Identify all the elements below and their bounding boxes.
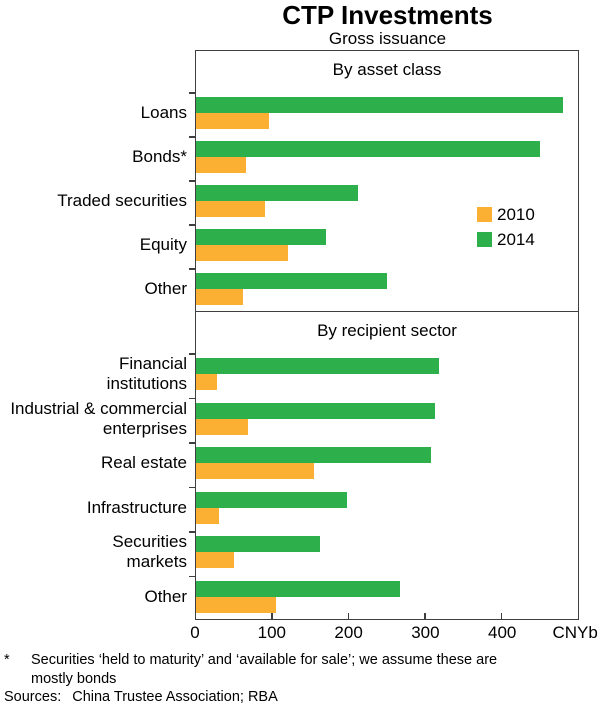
bar-2010 [196, 374, 218, 391]
bar-2014 [196, 229, 326, 245]
legend-swatch-2014 [477, 232, 492, 247]
category-tick [188, 268, 195, 270]
bar-2014 [196, 141, 540, 157]
bar-2010 [196, 245, 288, 261]
sources-line: Sources: China Trustee Association; RBA [4, 689, 278, 705]
bar-group: Financial institutions [107, 353, 578, 393]
x-axis-labels: 0 100 200 300 400 CNYb [190, 623, 598, 645]
sources-text: China Trustee Association; RBA [72, 689, 278, 705]
bar-group: Loans [141, 92, 578, 129]
x-axis-tick-label: 200 [334, 623, 363, 642]
chart-title: CTP Investments [282, 0, 493, 30]
category-label: Securities markets [112, 532, 187, 572]
bar-group: Infrastructure [87, 486, 578, 524]
category-tick [188, 224, 195, 226]
x-axis-tick-mark [500, 613, 503, 619]
bar-group: Traded securities [57, 180, 578, 217]
panel-title: By asset class [332, 60, 442, 79]
plot-area: By asset class Loans Bonds* Traded securiti… [10, 50, 579, 620]
category-tick [188, 92, 195, 94]
footnote: * Securities ‘held to maturity’ and ‘ava… [4, 651, 528, 688]
bar-2010 [196, 418, 248, 435]
category-label: Bonds* [132, 147, 187, 166]
legend-item-2014: 2014 [477, 227, 535, 252]
legend-label-2010: 2010 [497, 204, 535, 224]
category-tick [188, 353, 195, 355]
bar-2014 [196, 491, 348, 508]
bar-group: Other [144, 268, 578, 305]
bar-2010 [196, 201, 265, 217]
sources-label: Sources: [4, 689, 62, 705]
bar-2010 [196, 507, 219, 524]
category-label: Real estate [101, 453, 187, 473]
panel-asset-class: By asset class Loans Bonds* Traded securiti… [57, 51, 578, 312]
category-label: Other [144, 586, 187, 606]
bar-2014 [196, 97, 563, 113]
category-label: Traded securities [57, 191, 187, 210]
category-tick [188, 531, 195, 533]
legend-item-2010: 2010 [477, 202, 535, 227]
x-axis-tick-label: 400 [488, 623, 517, 642]
x-axis-tick-label: 0 [190, 623, 200, 642]
x-axis-tick-mark [271, 613, 273, 619]
panel-recipient-sector: By recipient sector Financial institutions… [10, 312, 578, 619]
footnote-marker: * [4, 652, 10, 668]
category-tick [188, 180, 195, 182]
category-label: Financial institutions [106, 354, 187, 394]
category-label: Equity [139, 235, 187, 254]
bar-2014 [196, 447, 431, 464]
legend: 2010 2014 [477, 202, 535, 252]
bar-groups: Loans Bonds* Traded securities Equity Other [57, 91, 578, 311]
x-axis-tick-label: 300 [411, 623, 440, 642]
legend-swatch-2010 [477, 207, 492, 222]
category-label: Infrastructure [86, 497, 187, 517]
x-axis-tick-mark [424, 613, 426, 619]
bar-2014 [196, 536, 320, 553]
bar-2014 [196, 402, 436, 419]
category-label: Other [144, 279, 187, 298]
x-axis-tick-mark [347, 613, 350, 619]
bar-2010 [196, 289, 244, 305]
bar-2010 [196, 596, 277, 613]
bar-group: Securities markets [112, 531, 578, 571]
bar-2014 [196, 273, 387, 289]
bar-2014 [196, 358, 439, 375]
bar-groups: Financial institutions Industrial & commer… [10, 352, 578, 619]
category-tick [188, 397, 195, 400]
legend-label-2014: 2014 [497, 229, 535, 249]
footnote-text: Securities ‘held to maturity’ and ‘avail… [31, 652, 498, 687]
bar-group: Equity [140, 224, 578, 261]
category-tick [188, 575, 195, 578]
bar-group: Bonds* [132, 136, 578, 173]
bar-group: Other [144, 575, 578, 613]
category-label: Industrial & commercial enterprises [10, 398, 187, 438]
category-tick [188, 136, 195, 138]
category-label: Loans [140, 103, 187, 122]
panels-container: By asset class Loans Bonds* Traded securiti… [10, 51, 578, 619]
panel-title: By recipient sector [317, 321, 457, 340]
bar-group: Real estate [101, 442, 578, 480]
axis-unit-label: CNYb [552, 623, 598, 642]
bar-group: Industrial & commercial enterprises [10, 397, 578, 438]
bar-2010 [196, 463, 315, 480]
category-tick [188, 486, 195, 489]
x-axis-tick-label: 100 [257, 623, 286, 642]
bar-2010 [196, 157, 246, 173]
category-tick [188, 442, 195, 444]
chart-subtitle: Gross issuance [328, 29, 447, 48]
bar-2014 [196, 580, 400, 597]
bar-2010 [196, 113, 269, 129]
bar-2014 [196, 185, 358, 201]
bar-2010 [196, 552, 235, 569]
